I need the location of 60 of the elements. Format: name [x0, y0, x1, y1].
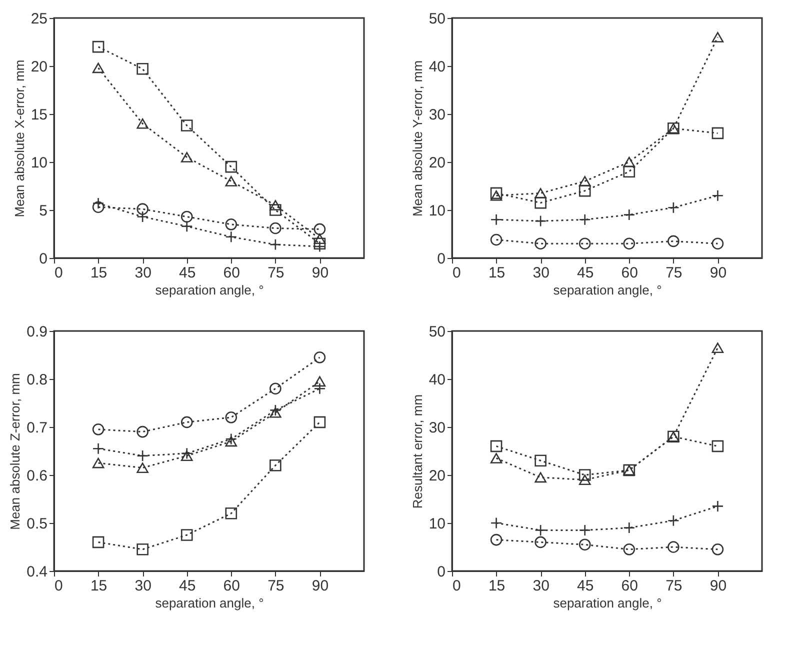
x-tick-label: 75	[666, 264, 682, 282]
y-tick-label: 30	[428, 106, 446, 124]
y-tick-label: 40	[428, 58, 446, 76]
x-tick-label: 45	[179, 264, 196, 282]
y-tick-label: 0	[39, 250, 48, 268]
y-tick-label: 20	[428, 468, 446, 484]
y-tick-label: 40	[428, 372, 446, 388]
x-tick-label: 15	[90, 578, 108, 594]
x-axis-title: separation angle, °	[155, 282, 264, 298]
x-tick-label: 0	[452, 578, 461, 594]
x-tick-label: 0	[54, 578, 63, 594]
x-tick-label: 15	[488, 264, 506, 282]
x-tick-label: 90	[312, 578, 329, 594]
x-tick-label: 45	[577, 264, 594, 282]
x-tick-label: 90	[710, 578, 727, 594]
y-tick-label: 10	[30, 154, 48, 172]
y-tick-label: 0.7	[26, 420, 48, 436]
y-tick-label: 0.9	[26, 324, 48, 340]
x-tick-label: 45	[179, 578, 196, 594]
x-tick-label: 30	[532, 578, 550, 594]
x-tick-label: 90	[710, 264, 727, 282]
x-tick-label: 60	[223, 264, 240, 282]
x-tick-label: 60	[621, 578, 638, 594]
y-tick-label: 0.6	[26, 468, 48, 484]
y-axis-title: Mean absolute Y-error, mm	[410, 60, 425, 217]
x-tick-label: 30	[532, 264, 550, 282]
y-tick-label: 50	[428, 324, 446, 340]
y-axis-title: Resultant error, mm	[410, 394, 425, 509]
y-tick-label: 10	[428, 516, 446, 532]
x-tick-label: 90	[312, 264, 329, 282]
x-tick-label: 45	[577, 578, 594, 594]
x-tick-label: 75	[268, 264, 284, 282]
x-tick-label: 60	[621, 264, 638, 282]
x-tick-label: 75	[268, 578, 284, 594]
y-tick-label: 0	[437, 564, 446, 580]
x-tick-label: 30	[134, 578, 152, 594]
y-tick-label: 0.4	[26, 564, 48, 580]
y-tick-label: 20	[428, 154, 446, 172]
y-tick-label: 50	[428, 10, 446, 28]
x-tick-label: 60	[223, 578, 240, 594]
y-tick-label: 0.5	[26, 516, 48, 532]
x-tick-label: 0	[54, 264, 63, 282]
y-tick-label: 30	[428, 420, 446, 436]
x-axis-title: separation angle, °	[155, 596, 264, 610]
y-axis-title: Mean absolute X-error, mm	[12, 60, 27, 218]
x-axis-title: separation angle, °	[553, 282, 662, 298]
x-tick-label: 15	[90, 264, 108, 282]
x-tick-label: 0	[452, 264, 461, 282]
x-tick-label: 15	[488, 578, 506, 594]
y-tick-label: 10	[428, 202, 446, 220]
y-axis-title: Mean absolute Z-error, mm	[8, 373, 23, 530]
y-tick-label: 5	[39, 202, 48, 220]
x-tick-label: 30	[134, 264, 152, 282]
x-axis-title: separation angle, °	[553, 596, 662, 610]
y-tick-label: 15	[30, 106, 48, 124]
y-tick-label: 0.8	[26, 372, 48, 388]
y-tick-label: 0	[437, 250, 446, 268]
y-tick-label: 25	[30, 10, 48, 28]
y-tick-label: 20	[30, 58, 48, 76]
x-tick-label: 75	[666, 578, 682, 594]
